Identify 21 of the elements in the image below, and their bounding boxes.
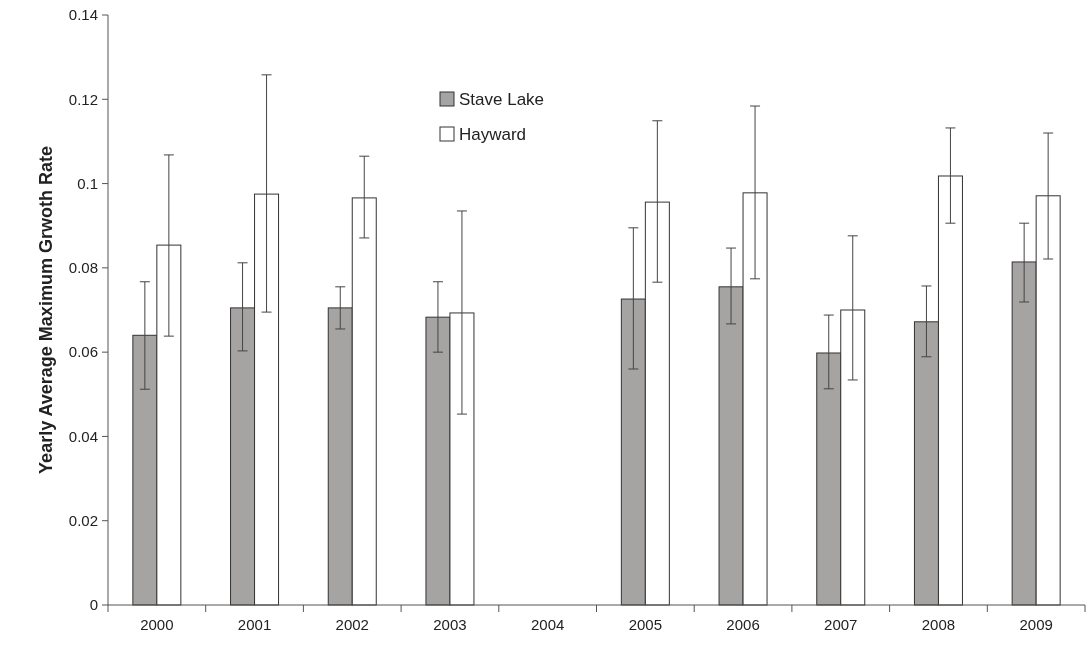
- y-tick-label: 0.08: [68, 259, 98, 277]
- y-axis-title: Yearly Average Maximum Grwoth Rate: [36, 146, 56, 474]
- legend-label: Hayward: [459, 124, 527, 144]
- y-tick-label: 0: [89, 596, 98, 614]
- y-tick-label: 0.04: [68, 427, 98, 445]
- x-tick-label: 2005: [628, 616, 663, 633]
- y-tick-label: 0.1: [77, 174, 98, 192]
- legend-label: Stave Lake: [459, 89, 545, 109]
- x-tick-label: 2002: [335, 616, 369, 633]
- y-tick-label: 0.06: [68, 343, 98, 361]
- x-tick-label: 2008: [921, 616, 956, 633]
- x-tick-label: 2003: [433, 616, 467, 633]
- x-tick-label: 2009: [1019, 616, 1053, 633]
- y-tick-label: 0.12: [68, 90, 98, 108]
- x-tick-label: 2006: [726, 616, 760, 633]
- x-tick-label: 2000: [140, 616, 174, 633]
- x-tick-label: 2007: [824, 616, 858, 633]
- y-tick-label: 0.02: [68, 511, 98, 529]
- x-tick-label: 2004: [530, 616, 565, 633]
- y-tick-label: 0.14: [68, 6, 98, 24]
- x-tick-label: 2001: [237, 616, 272, 633]
